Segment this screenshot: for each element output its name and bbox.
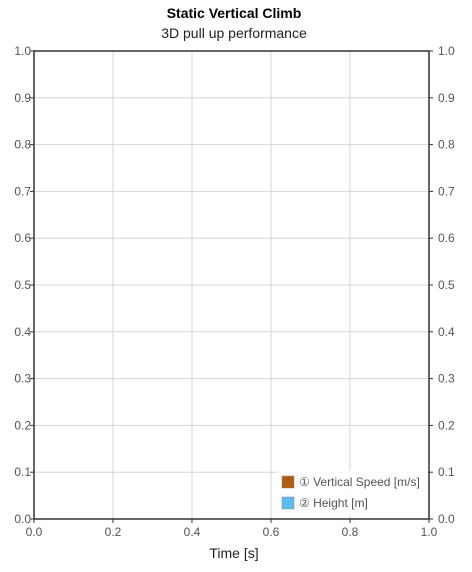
- chart-subtitle: 3D pull up performance: [161, 25, 307, 41]
- legend: ① Vertical Speed [m/s] ② Height [m]: [277, 470, 427, 515]
- y-tick-label-left: 0.0: [14, 512, 31, 526]
- legend-label-vertical-speed: ① Vertical Speed [m/s]: [299, 475, 420, 489]
- y-axis-left: 0.0 0.1 0.2 0.3 0.4 0.5 0.6 0.7 0.8 0.9 1.0: [14, 44, 34, 526]
- x-tick-label: 1.0: [421, 525, 438, 539]
- y-tick-label-right: 0.1: [438, 465, 455, 479]
- y-tick-label-right: 0.4: [438, 325, 455, 339]
- legend-swatch-vertical-speed: [281, 475, 295, 489]
- y-tick-label-left: 0.6: [14, 231, 31, 245]
- y-tick-label-left: 0.3: [14, 372, 31, 386]
- x-axis-title: Time [s]: [209, 545, 258, 561]
- y-tick-label-left: 0.4: [14, 325, 31, 339]
- y-tick-label-right: 0.7: [438, 184, 455, 198]
- y-tick-label-right: 0.9: [438, 91, 455, 105]
- legend-swatch-height: [281, 496, 295, 510]
- y-tick-label-right: 0.2: [438, 418, 455, 432]
- x-tick-label: 0.8: [342, 525, 359, 539]
- x-tick-label: 0.4: [184, 525, 201, 539]
- y-tick-label-right: 0.6: [438, 231, 455, 245]
- y-tick-label-left: 0.5: [14, 278, 31, 292]
- y-tick-label-left: 0.2: [14, 418, 31, 432]
- legend-label-height: ② Height [m]: [299, 496, 368, 510]
- y-tick-label-right: 0.0: [438, 512, 455, 526]
- y-tick-label-left: 0.7: [14, 184, 31, 198]
- x-tick-label: 0.0: [26, 525, 43, 539]
- y-tick-label-left: 0.9: [14, 91, 31, 105]
- chart-title: Static Vertical Climb: [167, 5, 302, 21]
- legend-item-vertical-speed[interactable]: ① Vertical Speed [m/s]: [281, 475, 420, 489]
- x-tick-label: 0.6: [263, 525, 280, 539]
- y-tick-label-left: 0.8: [14, 138, 31, 152]
- y-tick-label-right: 0.5: [438, 278, 455, 292]
- y-tick-label-right: 1.0: [438, 44, 455, 58]
- y-tick-label-left: 1.0: [14, 44, 31, 58]
- plot-frame: [33, 50, 430, 520]
- x-axis: 0.0 0.2 0.4 0.6 0.8 1.0: [26, 519, 438, 539]
- y-axis-right: 0.0 0.1 0.2 0.3 0.4 0.5 0.6 0.7 0.8 0.9 1.0: [429, 44, 455, 526]
- legend-item-height[interactable]: ② Height [m]: [281, 496, 368, 510]
- grid: [33, 50, 430, 520]
- x-tick-label: 0.2: [105, 525, 122, 539]
- legend-background: [277, 470, 427, 515]
- y-tick-label-right: 0.3: [438, 372, 455, 386]
- y-tick-label-left: 0.1: [14, 465, 31, 479]
- y-tick-label-right: 0.8: [438, 138, 455, 152]
